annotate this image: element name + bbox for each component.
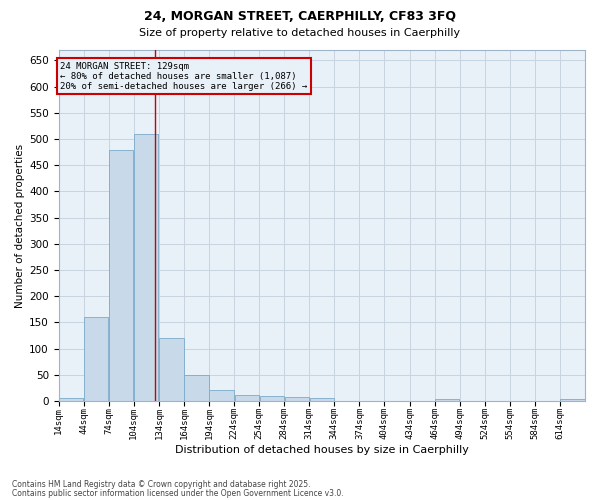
X-axis label: Distribution of detached houses by size in Caerphilly: Distribution of detached houses by size … — [175, 445, 469, 455]
Text: Contains public sector information licensed under the Open Government Licence v3: Contains public sector information licen… — [12, 488, 344, 498]
Bar — [560, 400, 584, 401]
Bar — [435, 400, 459, 401]
Bar — [235, 394, 259, 401]
Bar — [160, 338, 184, 401]
Bar — [260, 396, 284, 401]
Text: Contains HM Land Registry data © Crown copyright and database right 2025.: Contains HM Land Registry data © Crown c… — [12, 480, 311, 489]
Y-axis label: Number of detached properties: Number of detached properties — [15, 144, 25, 308]
Bar — [134, 134, 158, 401]
Bar — [84, 317, 109, 401]
Text: 24 MORGAN STREET: 129sqm
← 80% of detached houses are smaller (1,087)
20% of sem: 24 MORGAN STREET: 129sqm ← 80% of detach… — [61, 62, 308, 92]
Text: 24, MORGAN STREET, CAERPHILLY, CF83 3FQ: 24, MORGAN STREET, CAERPHILLY, CF83 3FQ — [144, 10, 456, 23]
Bar — [284, 398, 309, 401]
Bar — [184, 375, 209, 401]
Bar — [109, 150, 133, 401]
Bar — [209, 390, 233, 401]
Text: Size of property relative to detached houses in Caerphilly: Size of property relative to detached ho… — [139, 28, 461, 38]
Bar — [59, 398, 83, 401]
Bar — [310, 398, 334, 401]
